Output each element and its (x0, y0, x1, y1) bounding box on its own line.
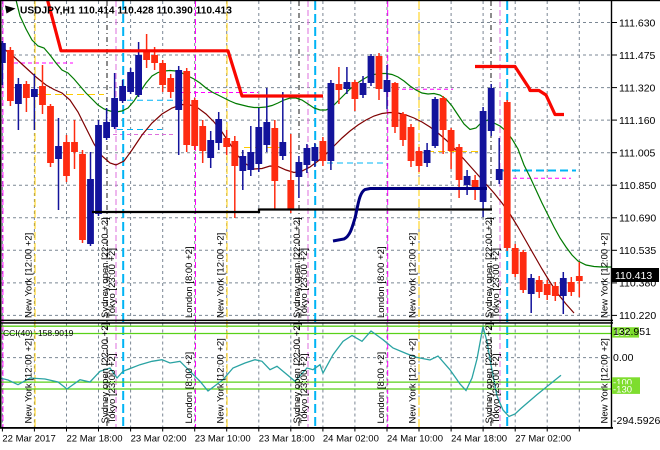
svg-text:24 Mar 10:00: 24 Mar 10:00 (387, 434, 443, 445)
svg-text:110.220: 110.220 (619, 310, 656, 322)
svg-text:110.535: 110.535 (619, 245, 656, 257)
svg-text:USDJPY,H1 110.414 110.428 110: USDJPY,H1 110.414 110.428 110.390 110.41… (20, 6, 232, 17)
svg-text:24 Mar 18:00: 24 Mar 18:00 (451, 434, 507, 445)
svg-text:Tokyo [23:00 +2]: Tokyo [23:00 +2] (107, 354, 118, 424)
svg-text:Sydney open [22:00 +2]: Sydney open [22:00 +2] (100, 323, 111, 424)
svg-text:CCI(40) -158.9019: CCI(40) -158.9019 (3, 328, 74, 338)
svg-text:111.160: 111.160 (619, 115, 656, 127)
svg-text:111.630: 111.630 (619, 17, 656, 29)
svg-text:-294.5926: -294.5926 (613, 415, 660, 427)
svg-text:New York [12:00 +2]: New York [12:00 +2] (24, 338, 35, 423)
svg-text:New York [12:00 +2]: New York [12:00 +2] (600, 233, 611, 318)
svg-text:22 Mar 2017: 22 Mar 2017 (2, 434, 55, 445)
svg-text:New York [12:00 +2]: New York [12:00 +2] (408, 233, 419, 318)
svg-text:London [8:00 +2]: London [8:00 +2] (184, 246, 195, 318)
svg-text:Tokyo [23:00 +2]: Tokyo [23:00 +2] (107, 248, 118, 318)
svg-text:New York [12:00 +2]: New York [12:00 +2] (600, 338, 611, 423)
svg-text:22 Mar 18:00: 22 Mar 18:00 (67, 434, 123, 445)
svg-text:Tokyo [23:00 +2]: Tokyo [23:00 +2] (491, 248, 502, 318)
svg-text:New York [12:00 +2]: New York [12:00 +2] (216, 233, 227, 318)
svg-text:Sydney open [22:00 +2]: Sydney open [22:00 +2] (292, 323, 303, 424)
svg-text:Sydney open [22:00 +2]: Sydney open [22:00 +2] (100, 217, 111, 318)
svg-text:-130: -130 (613, 384, 632, 395)
svg-text:23 Mar 18:00: 23 Mar 18:00 (259, 434, 315, 445)
svg-text:Sydney open [22:00 +2]: Sydney open [22:00 +2] (484, 217, 495, 318)
svg-text:100: 100 (614, 328, 630, 339)
svg-text:110.690: 110.690 (619, 213, 656, 225)
svg-text:Tokyo [23:00 +2]: Tokyo [23:00 +2] (299, 354, 310, 424)
svg-text:110.413: 110.413 (615, 270, 652, 282)
svg-text:111.320: 111.320 (619, 82, 656, 94)
svg-text:Tokyo [23:00 +2]: Tokyo [23:00 +2] (299, 248, 310, 318)
svg-text:London [8:00 +2]: London [8:00 +2] (376, 246, 387, 318)
svg-text:-100: -100 (613, 377, 632, 388)
svg-text:0.00: 0.00 (613, 352, 634, 364)
svg-text:27 Mar 02:00: 27 Mar 02:00 (515, 434, 571, 445)
svg-text:111.005: 111.005 (619, 148, 656, 160)
svg-text:Tokyo [23:00 +2]: Tokyo [23:00 +2] (491, 354, 502, 424)
svg-text:23 Mar 10:00: 23 Mar 10:00 (195, 434, 251, 445)
svg-text:Sydney open [22:00 +2]: Sydney open [22:00 +2] (484, 323, 495, 424)
svg-text:111.475: 111.475 (619, 50, 656, 62)
svg-text:New York [12:00 +2]: New York [12:00 +2] (408, 338, 419, 423)
svg-text:24 Mar 02:00: 24 Mar 02:00 (323, 434, 379, 445)
svg-text:110.850: 110.850 (619, 180, 656, 192)
svg-text:Sydney open [22:00 +2]: Sydney open [22:00 +2] (292, 217, 303, 318)
svg-text:London [8:00 +2]: London [8:00 +2] (376, 352, 387, 424)
svg-text:London [8:00 +2]: London [8:00 +2] (184, 352, 195, 424)
svg-text:New York [12:00 +2]: New York [12:00 +2] (216, 338, 227, 423)
svg-text:23 Mar 02:00: 23 Mar 02:00 (131, 434, 187, 445)
svg-text:New York [12:00 +2]: New York [12:00 +2] (24, 233, 35, 318)
svg-text:132.951: 132.951 (613, 326, 651, 338)
